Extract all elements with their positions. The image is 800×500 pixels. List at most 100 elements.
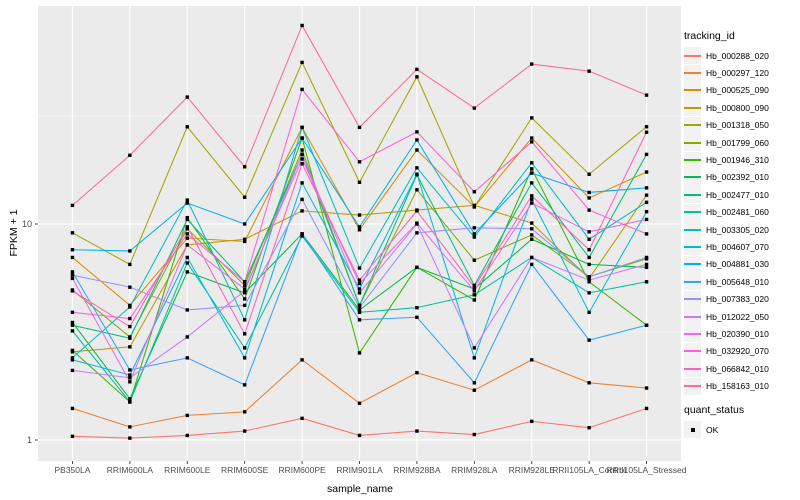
data-point (357, 291, 362, 295)
quant-status-legend: quant_status OK (684, 404, 798, 438)
data-point (472, 190, 477, 194)
quant-status-title: quant_status (684, 403, 745, 416)
legend-key (684, 325, 701, 343)
legend-key (684, 134, 701, 152)
data-point (185, 217, 189, 222)
data-point (185, 201, 189, 205)
data-point (415, 265, 419, 270)
data-point (242, 291, 247, 295)
data-point (415, 67, 419, 72)
data-point (415, 209, 419, 213)
legend-key (684, 308, 701, 326)
data-point (472, 285, 477, 289)
legend-line-swatch (684, 193, 701, 196)
data-point (644, 130, 649, 134)
legend-key (684, 99, 701, 117)
data-point (472, 232, 477, 236)
legend-entry: Hb_000297_120 (684, 64, 798, 82)
data-point (644, 186, 649, 190)
data-point (530, 116, 534, 120)
data-point (70, 329, 75, 333)
legend-entries: Hb_000288_020 Hb_000297_120 Hb_000525_090 H… (684, 47, 798, 395)
data-point (644, 210, 649, 214)
data-point (472, 283, 477, 288)
data-point (530, 181, 534, 185)
legend-entry: Hb_003305_020 (684, 221, 798, 239)
data-point (300, 125, 304, 130)
data-point (300, 60, 304, 65)
legend-line-swatch (684, 350, 701, 353)
data-point (357, 266, 362, 270)
legend-line-swatch (684, 385, 701, 388)
legend-line-swatch (684, 211, 701, 214)
data-point (300, 87, 304, 92)
legend-key (684, 64, 701, 82)
x-axis-title: sample_name (327, 483, 393, 495)
data-point (415, 172, 419, 176)
data-point (185, 215, 189, 220)
data-point (587, 69, 591, 73)
data-point (242, 287, 247, 291)
data-point (300, 209, 304, 213)
data-point (242, 283, 247, 288)
data-point (128, 336, 132, 340)
data-point (530, 227, 534, 231)
data-point (128, 397, 132, 401)
legend-key (684, 151, 701, 169)
data-point (587, 278, 591, 282)
data-point (70, 368, 75, 373)
data-point (242, 239, 247, 244)
legend-key (684, 238, 701, 256)
data-point (357, 278, 362, 282)
legend-entry: Hb_001799_060 (684, 134, 798, 152)
x-tick-label: RRIM600PE (278, 465, 326, 475)
data-point (472, 287, 477, 291)
data-point (128, 436, 132, 440)
data-point (530, 161, 534, 165)
legend-line-swatch (684, 176, 701, 179)
data-point (587, 275, 591, 279)
legend-entry-label: Hb_158163_010 (706, 381, 769, 392)
data-point (185, 308, 189, 312)
x-tick-label: RRIM928BA (393, 465, 441, 475)
data-point (242, 280, 247, 284)
legend-entry-label: OK (706, 424, 719, 435)
data-point (357, 310, 362, 315)
data-point (587, 338, 591, 342)
data-point (242, 165, 247, 169)
data-point (242, 237, 247, 241)
data-point (357, 281, 362, 286)
legend-entry-label: Hb_004607_070 (706, 241, 769, 252)
data-point (472, 226, 477, 230)
data-point (70, 320, 75, 325)
data-point (644, 200, 649, 205)
data-point (644, 255, 649, 260)
data-point (185, 335, 189, 339)
data-point (357, 351, 362, 355)
legend-entry: Hb_001318_050 (684, 116, 798, 134)
legend-entry: Hb_001946_310 (684, 151, 798, 169)
data-point (472, 298, 477, 302)
legend-entry-label: Hb_001318_050 (706, 120, 769, 131)
legend: tracking_id Hb_000288_020 Hb_000297_120 Hb… (684, 30, 798, 438)
legend-entry: Hb_002392_010 (684, 168, 798, 186)
data-point (128, 153, 132, 157)
data-point (128, 285, 132, 289)
data-point (530, 358, 534, 362)
data-point (128, 316, 132, 321)
data-point (70, 255, 75, 260)
legend-key (684, 47, 701, 65)
legend-line-swatch (684, 332, 701, 335)
legend-entry-label: Hb_000297_120 (706, 68, 769, 79)
data-point (128, 425, 132, 429)
y-tick-label: 10 (22, 219, 32, 229)
data-point (357, 180, 362, 184)
data-point (70, 310, 75, 315)
data-point (242, 289, 247, 293)
data-point (242, 222, 247, 226)
data-point (587, 255, 591, 260)
data-point (357, 318, 362, 322)
data-point (185, 243, 189, 247)
legend-entry-label: Hb_012022_050 (706, 311, 769, 322)
